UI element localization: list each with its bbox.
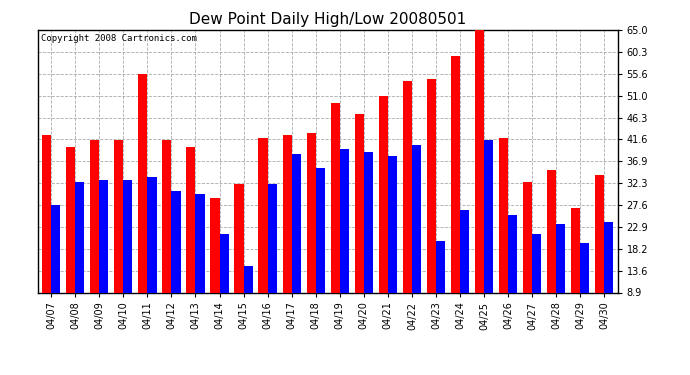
Bar [403, 81, 412, 292]
Bar [306, 133, 316, 292]
Bar [379, 96, 388, 292]
Bar [195, 194, 205, 292]
Bar [484, 140, 493, 292]
Bar [114, 140, 124, 292]
Bar [219, 234, 228, 292]
Bar [235, 184, 244, 292]
Bar [556, 224, 565, 292]
Bar [66, 147, 75, 292]
Bar [604, 222, 613, 292]
Bar [268, 184, 277, 292]
Bar [42, 135, 51, 292]
Bar [99, 180, 108, 292]
Bar [388, 156, 397, 292]
Bar [186, 147, 195, 292]
Bar [210, 198, 219, 292]
Bar [148, 177, 157, 292]
Bar [162, 140, 171, 292]
Bar [292, 154, 301, 292]
Bar [451, 56, 460, 292]
Bar [499, 138, 508, 292]
Bar [171, 191, 181, 292]
Bar [75, 182, 84, 292]
Bar [138, 75, 148, 292]
Bar [124, 180, 132, 292]
Bar [595, 175, 604, 292]
Bar [436, 240, 445, 292]
Bar [547, 170, 556, 292]
Bar [282, 135, 292, 292]
Text: Copyright 2008 Cartronics.com: Copyright 2008 Cartronics.com [41, 34, 197, 43]
Title: Dew Point Daily High/Low 20080501: Dew Point Daily High/Low 20080501 [189, 12, 466, 27]
Bar [523, 182, 532, 292]
Bar [580, 243, 589, 292]
Bar [427, 79, 436, 292]
Bar [571, 208, 580, 292]
Bar [355, 114, 364, 292]
Bar [460, 210, 469, 292]
Bar [259, 138, 268, 292]
Bar [331, 102, 339, 292]
Bar [532, 234, 542, 292]
Bar [339, 149, 349, 292]
Bar [244, 266, 253, 292]
Bar [364, 152, 373, 292]
Bar [90, 140, 99, 292]
Bar [51, 206, 60, 292]
Bar [475, 30, 484, 292]
Bar [316, 168, 325, 292]
Bar [508, 215, 518, 292]
Bar [412, 145, 421, 292]
